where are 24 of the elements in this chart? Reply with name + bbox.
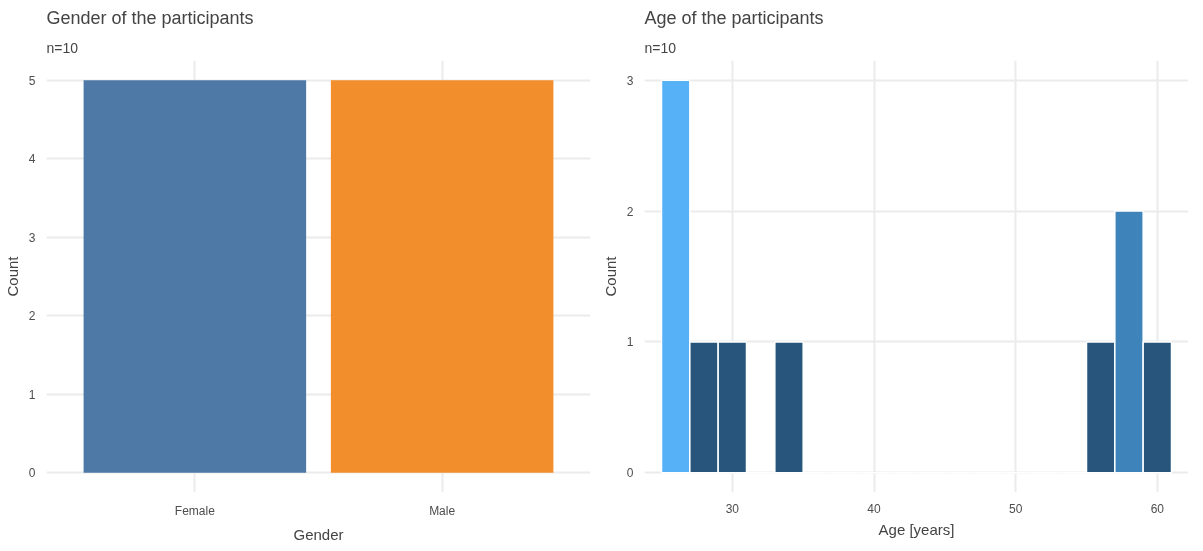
y-tick-label: 5 <box>28 73 36 88</box>
y-tick-label: 0 <box>626 466 634 481</box>
chart-title: Gender of the participants <box>46 7 254 28</box>
y-tick-label: 1 <box>626 335 634 350</box>
x-axis-title: Gender <box>293 525 344 543</box>
y-tick-label: 4 <box>28 152 36 167</box>
y-tick-label: 0 <box>28 466 36 481</box>
chart-subtitle: n=10 <box>46 39 79 56</box>
x-tick-label: 30 <box>725 501 740 516</box>
x-tick-label: Male <box>429 503 456 518</box>
x-axis-title: Age [years] <box>878 520 955 538</box>
x-tick-label: Female <box>174 503 216 518</box>
y-axis-title: Count <box>3 255 21 297</box>
chart-subtitle: n=10 <box>644 39 677 56</box>
x-tick-label: 40 <box>867 501 881 516</box>
y-tick-label: 3 <box>28 230 36 245</box>
y-tick-label: 1 <box>28 387 36 402</box>
y-tick-label: 3 <box>626 73 634 88</box>
x-tick-label: 50 <box>1008 501 1023 516</box>
y-tick-label: 2 <box>28 309 36 324</box>
y-tick-label: 2 <box>626 204 634 219</box>
y-axis-title: Count <box>601 255 619 297</box>
x-tick-label: 60 <box>1150 501 1165 516</box>
chart-title: Age of the participants <box>644 7 824 28</box>
